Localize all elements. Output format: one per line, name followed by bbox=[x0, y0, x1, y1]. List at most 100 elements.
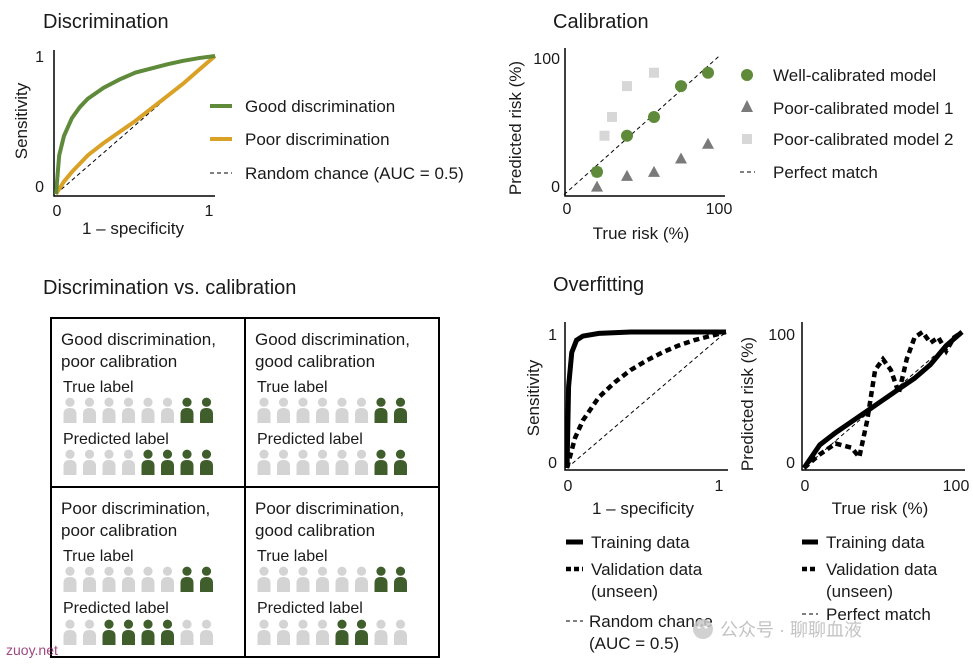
calibration-xtick-100: 100 bbox=[706, 201, 733, 218]
predicted-label: Predicted label bbox=[257, 600, 363, 617]
predicted-label: Predicted label bbox=[257, 431, 363, 448]
poor1-point bbox=[702, 137, 714, 149]
overfitting-title: Overfitting bbox=[553, 274, 644, 296]
predicted-label-row bbox=[257, 449, 407, 475]
discrimination-poor-curve bbox=[54, 54, 217, 196]
person-icon bbox=[102, 566, 116, 592]
person-icon bbox=[316, 397, 329, 423]
person-icon bbox=[316, 449, 329, 475]
person-icon bbox=[257, 397, 271, 423]
person-icon bbox=[141, 619, 155, 645]
true-label-row bbox=[63, 566, 213, 592]
person-icon bbox=[122, 566, 135, 592]
true-label: True label bbox=[63, 548, 134, 565]
overfit-cal-ylabel: Predicted risk (%) bbox=[738, 337, 757, 471]
person-icon bbox=[296, 449, 310, 475]
person-icon bbox=[63, 566, 77, 592]
person-icon bbox=[335, 566, 349, 592]
watermark: 公众号 · 聊聊血液 zuoy.net bbox=[6, 619, 862, 658]
legend-poor1-marker bbox=[741, 100, 753, 112]
person-icon bbox=[200, 397, 213, 423]
person-icon bbox=[277, 619, 290, 645]
person-icon bbox=[83, 397, 96, 423]
overfit-cal-training-curve bbox=[801, 330, 964, 470]
well-calibrated-point bbox=[621, 129, 633, 142]
true-label-row bbox=[257, 566, 407, 592]
predicted-label-row bbox=[63, 619, 213, 645]
person-icon bbox=[335, 449, 349, 475]
overfitting-panel: Overfitting Sensitivity 1 0 0 1 1 – spec… bbox=[524, 274, 969, 653]
cell-title-line2: good calibration bbox=[255, 521, 375, 540]
person-icon bbox=[200, 619, 213, 645]
cell-title-line1: Good discrimination, bbox=[61, 330, 216, 349]
person-icon bbox=[277, 397, 290, 423]
discrimination-panel: Discrimination Sensitivity 1 0 0 1 1 – s… bbox=[12, 11, 464, 238]
person-icon bbox=[374, 397, 388, 423]
discrimination-xlabel: 1 – specificity bbox=[82, 219, 185, 238]
overfit-roc-xtick-1: 1 bbox=[715, 478, 724, 495]
overfit-legend-training: Training data bbox=[591, 533, 690, 552]
person-icon bbox=[394, 397, 407, 423]
calibration-axes bbox=[564, 48, 725, 197]
overfit-cal-ytick-100: 100 bbox=[768, 327, 795, 344]
calibration-ylabel: Predicted risk (%) bbox=[506, 61, 525, 195]
discrimination-xtick-0: 0 bbox=[53, 203, 62, 220]
discrimination-good-curve bbox=[54, 54, 216, 195]
calibration-perfect-line bbox=[563, 54, 721, 196]
cell-title-line2: good calibration bbox=[255, 352, 375, 371]
watermark-site: zuoy.net bbox=[6, 642, 58, 658]
predicted-label-row bbox=[257, 619, 407, 645]
person-icon bbox=[335, 397, 349, 423]
person-icon bbox=[316, 619, 329, 645]
true-label-row bbox=[257, 397, 407, 423]
true-label-row bbox=[63, 397, 213, 423]
person-icon bbox=[122, 449, 135, 475]
poor1-point bbox=[591, 180, 603, 192]
true-label: True label bbox=[257, 379, 328, 396]
person-icon bbox=[122, 397, 135, 423]
overfit-legend-random-2: (AUC = 0.5) bbox=[589, 634, 679, 653]
watermark-text: 公众号 · 聊聊血液 bbox=[720, 620, 862, 640]
legend-perfect-label: Perfect match bbox=[773, 163, 878, 182]
person-icon bbox=[83, 566, 96, 592]
discrimination-axes bbox=[53, 50, 215, 197]
person-icon bbox=[296, 619, 310, 645]
person-icon bbox=[277, 449, 290, 475]
wechat-logo-eye-left bbox=[697, 625, 701, 629]
person-icon bbox=[277, 566, 290, 592]
discrimination-title: Discrimination bbox=[43, 11, 169, 33]
overfit-roc-ylabel: Sensitivity bbox=[524, 359, 543, 436]
wechat-logo-eye-right bbox=[704, 625, 708, 629]
dvc-cell-poor-disc-good-cal: Poor discrimination, good calibration Tr… bbox=[255, 499, 407, 645]
cell-title-line2: poor calibration bbox=[61, 521, 177, 540]
legend-well-marker bbox=[741, 69, 753, 81]
true-label: True label bbox=[257, 548, 328, 565]
legend-well-label: Well-calibrated model bbox=[773, 66, 936, 85]
overfit-legend-random: Random chance bbox=[589, 612, 713, 631]
person-icon bbox=[102, 449, 116, 475]
overfit-cal-legend-validation: Validation data bbox=[826, 560, 938, 579]
poor1-point bbox=[648, 165, 660, 177]
legend-poor2-label: Poor-calibrated model 2 bbox=[773, 130, 953, 149]
legend-poor-label: Poor discrimination bbox=[245, 130, 390, 149]
overfit-cal-axes bbox=[801, 322, 965, 471]
person-icon bbox=[161, 449, 174, 475]
overfit-roc-validation-curve bbox=[564, 329, 727, 469]
wechat-logo-icon bbox=[693, 619, 713, 639]
poor1-point bbox=[675, 152, 687, 164]
poor2-point bbox=[599, 130, 610, 141]
person-icon bbox=[141, 566, 155, 592]
person-icon bbox=[394, 566, 407, 592]
person-icon bbox=[257, 619, 271, 645]
overfit-cal-validation-curve bbox=[802, 328, 964, 470]
legend-random-label: Random chance (AUC = 0.5) bbox=[245, 164, 464, 183]
overfit-cal-ytick-0: 0 bbox=[786, 455, 795, 472]
person-icon bbox=[141, 397, 155, 423]
poor2-point bbox=[622, 81, 632, 92]
person-icon bbox=[355, 397, 368, 423]
dvc-panel: Discrimination vs. calibration Good disc… bbox=[43, 277, 440, 658]
overfit-cal-legend-validation-2: (unseen) bbox=[826, 582, 893, 601]
legend-poor1-label: Poor-calibrated model 1 bbox=[773, 99, 953, 118]
person-icon bbox=[180, 566, 194, 592]
